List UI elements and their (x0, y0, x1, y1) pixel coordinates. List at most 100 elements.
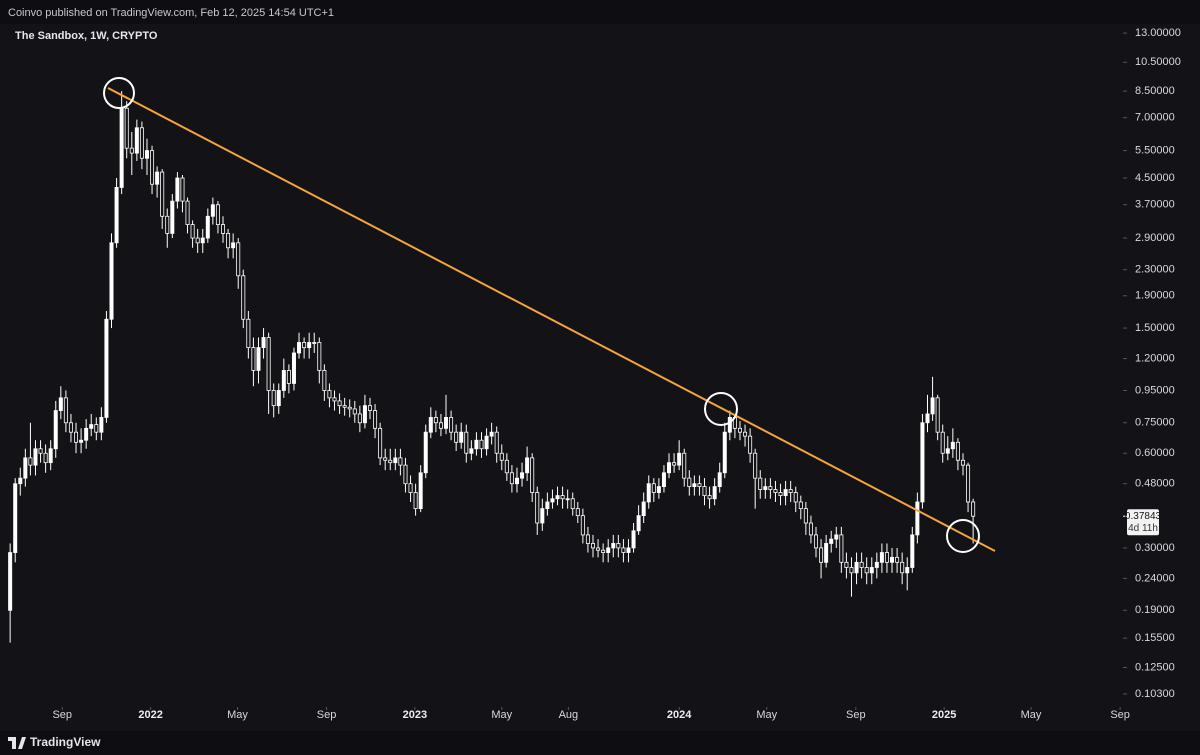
candle-body (236, 242, 241, 277)
candle-body (393, 457, 398, 464)
candle-body (215, 204, 220, 225)
candle-body (180, 177, 185, 202)
candle-body (737, 427, 742, 433)
x-tick-label: 2022 (138, 709, 162, 721)
candle-body (692, 483, 697, 487)
candle-body (697, 483, 702, 487)
candle-body (48, 448, 53, 464)
candle-body (621, 547, 626, 553)
candle-body (190, 224, 195, 239)
candle-body (707, 495, 712, 500)
candle-body (530, 457, 535, 493)
candle-body (717, 472, 722, 487)
candle-body (286, 370, 291, 384)
candle-body (525, 457, 530, 474)
candle-body (520, 472, 525, 479)
trend-line (107, 87, 996, 552)
y-tick-label: 10.50000 (1135, 56, 1181, 68)
candle-body (950, 441, 955, 450)
candle-body (890, 556, 895, 563)
highlight-circle (103, 77, 135, 109)
candle-body (195, 237, 200, 244)
candle-body (590, 543, 595, 549)
candle-body (905, 567, 910, 574)
candle-body (504, 459, 509, 474)
candle-body (373, 410, 378, 429)
candles (8, 91, 976, 643)
y-tick-label: 7.00000 (1135, 112, 1175, 124)
y-tick-label: 2.30000 (1135, 264, 1175, 276)
candle-body (449, 417, 454, 433)
candle-body (672, 462, 677, 466)
candle-body (560, 495, 565, 500)
candle-body (778, 492, 783, 497)
y-tick-label: 0.30000 (1135, 542, 1175, 554)
candle-body (312, 342, 317, 344)
candle-body (484, 435, 489, 450)
candle-body (352, 408, 357, 415)
y-tick-label: 1.20000 (1135, 352, 1175, 364)
highlight-circle (704, 392, 738, 426)
candle-body (266, 337, 271, 391)
candle-body (210, 204, 215, 217)
y-tick-label: 0.48000 (1135, 478, 1175, 490)
candle-body (332, 397, 337, 402)
candle-body (144, 150, 149, 159)
candle-body (383, 457, 388, 461)
y-tick-label: 5.50000 (1135, 145, 1175, 157)
candle-body (753, 452, 758, 479)
candle-body (874, 561, 879, 568)
candle-body (18, 477, 23, 485)
candle-body (388, 459, 393, 464)
candle-body (550, 498, 555, 503)
candle-body (915, 501, 920, 536)
candle-body (798, 501, 803, 510)
y-tick-label: 0.24000 (1135, 572, 1175, 584)
candle-body (459, 431, 464, 443)
x-tick-label: Aug (559, 709, 579, 721)
candle-body (834, 534, 839, 540)
y-tick-label: 0.75000 (1135, 417, 1175, 429)
candle-body (955, 441, 960, 461)
x-tick-label: Sep (846, 709, 866, 721)
candle-body (631, 530, 636, 549)
y-tick-label: 1.50000 (1135, 322, 1175, 334)
y-tick-label: 0.12500 (1135, 661, 1175, 673)
candle-body (611, 543, 616, 549)
footer-bar (0, 731, 1200, 755)
candle-body (743, 431, 748, 437)
candle-body (291, 352, 296, 384)
candle-body (945, 448, 950, 454)
candle-body (307, 342, 312, 349)
x-tick-label: May (491, 709, 512, 721)
candle-body (185, 200, 190, 225)
candle-body (545, 501, 550, 510)
candle-body (28, 457, 33, 466)
candle-body (347, 406, 352, 410)
candle-body (357, 413, 362, 424)
candle-body (256, 347, 261, 371)
candle-body (960, 459, 965, 466)
y-tick-label: 0.95000 (1135, 384, 1175, 396)
candle-body (565, 498, 570, 501)
candle-body (322, 370, 327, 391)
candle-body (570, 498, 575, 510)
candle-body (342, 405, 347, 408)
symbol-title: The Sandbox, 1W, CRYPTO (15, 30, 158, 42)
countdown-label: 4d 11h (1128, 523, 1158, 534)
candle-body (687, 477, 692, 487)
candle-body (879, 552, 884, 563)
candle-body (241, 275, 246, 320)
y-tick-label: 8.50000 (1135, 85, 1175, 97)
candle-body (479, 439, 484, 450)
candle-body (864, 567, 869, 574)
x-tick-label: 2024 (667, 709, 692, 721)
candle-body (246, 318, 251, 349)
candle-body (281, 370, 286, 391)
candle-body (297, 342, 302, 354)
candle-body (84, 427, 89, 441)
candle-body (58, 397, 63, 411)
header-bar (0, 0, 1200, 24)
candle-body (514, 477, 519, 485)
candle-body (109, 242, 114, 320)
